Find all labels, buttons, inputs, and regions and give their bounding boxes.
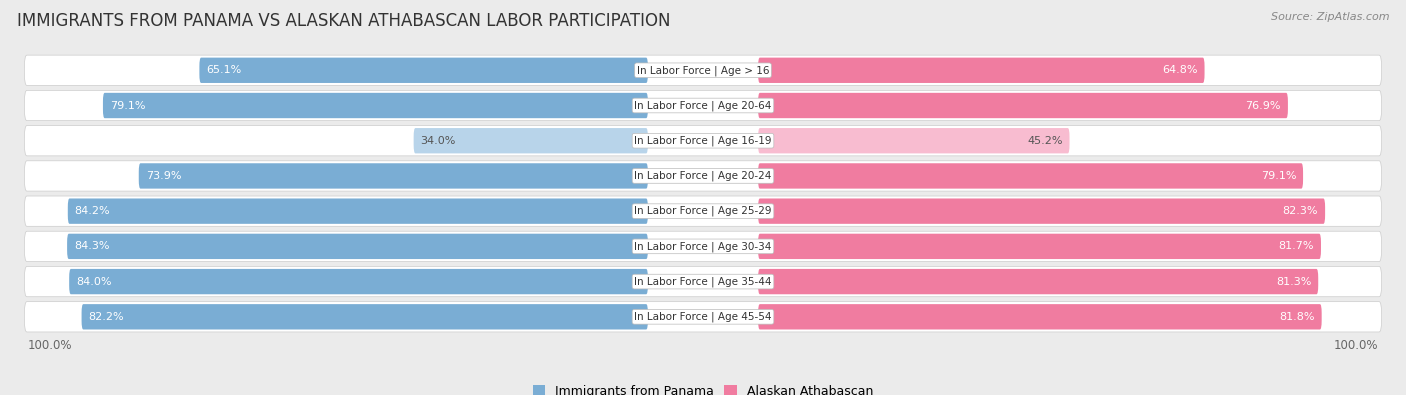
Text: In Labor Force | Age 16-19: In Labor Force | Age 16-19	[634, 135, 772, 146]
Text: 79.1%: 79.1%	[110, 100, 145, 111]
Text: 64.8%: 64.8%	[1163, 65, 1198, 75]
FancyBboxPatch shape	[758, 304, 1322, 329]
Text: 81.3%: 81.3%	[1277, 276, 1312, 287]
FancyBboxPatch shape	[103, 93, 648, 118]
FancyBboxPatch shape	[82, 304, 648, 329]
Text: 84.2%: 84.2%	[75, 206, 110, 216]
FancyBboxPatch shape	[758, 93, 1288, 118]
Text: IMMIGRANTS FROM PANAMA VS ALASKAN ATHABASCAN LABOR PARTICIPATION: IMMIGRANTS FROM PANAMA VS ALASKAN ATHABA…	[17, 12, 671, 30]
Text: 82.2%: 82.2%	[89, 312, 124, 322]
FancyBboxPatch shape	[67, 198, 648, 224]
Text: 84.3%: 84.3%	[75, 241, 110, 251]
Text: 65.1%: 65.1%	[207, 65, 242, 75]
Text: 79.1%: 79.1%	[1261, 171, 1296, 181]
Text: In Labor Force | Age 45-54: In Labor Force | Age 45-54	[634, 312, 772, 322]
FancyBboxPatch shape	[24, 231, 1382, 261]
Text: In Labor Force | Age 30-34: In Labor Force | Age 30-34	[634, 241, 772, 252]
Text: In Labor Force | Age 20-64: In Labor Force | Age 20-64	[634, 100, 772, 111]
FancyBboxPatch shape	[24, 126, 1382, 156]
FancyBboxPatch shape	[758, 234, 1322, 259]
FancyBboxPatch shape	[758, 128, 1070, 153]
Text: In Labor Force | Age 35-44: In Labor Force | Age 35-44	[634, 276, 772, 287]
FancyBboxPatch shape	[69, 269, 648, 294]
FancyBboxPatch shape	[67, 234, 648, 259]
FancyBboxPatch shape	[24, 302, 1382, 332]
FancyBboxPatch shape	[24, 196, 1382, 226]
FancyBboxPatch shape	[758, 163, 1303, 189]
FancyBboxPatch shape	[413, 128, 648, 153]
Text: 76.9%: 76.9%	[1246, 100, 1281, 111]
Text: 82.3%: 82.3%	[1282, 206, 1319, 216]
Text: 100.0%: 100.0%	[28, 339, 72, 352]
FancyBboxPatch shape	[758, 198, 1324, 224]
Text: In Labor Force | Age 20-24: In Labor Force | Age 20-24	[634, 171, 772, 181]
Text: In Labor Force | Age > 16: In Labor Force | Age > 16	[637, 65, 769, 75]
Text: In Labor Force | Age 25-29: In Labor Force | Age 25-29	[634, 206, 772, 216]
Text: 81.8%: 81.8%	[1279, 312, 1315, 322]
Text: 34.0%: 34.0%	[420, 136, 456, 146]
FancyBboxPatch shape	[200, 58, 648, 83]
Text: 84.0%: 84.0%	[76, 276, 111, 287]
FancyBboxPatch shape	[24, 90, 1382, 120]
Text: 100.0%: 100.0%	[1334, 339, 1378, 352]
FancyBboxPatch shape	[758, 269, 1319, 294]
Text: 81.7%: 81.7%	[1278, 241, 1315, 251]
FancyBboxPatch shape	[758, 58, 1205, 83]
FancyBboxPatch shape	[139, 163, 648, 189]
Text: 45.2%: 45.2%	[1028, 136, 1063, 146]
Legend: Immigrants from Panama, Alaskan Athabascan: Immigrants from Panama, Alaskan Athabasc…	[533, 385, 873, 395]
FancyBboxPatch shape	[24, 161, 1382, 191]
FancyBboxPatch shape	[24, 267, 1382, 297]
Text: Source: ZipAtlas.com: Source: ZipAtlas.com	[1271, 12, 1389, 22]
FancyBboxPatch shape	[24, 55, 1382, 85]
Text: 73.9%: 73.9%	[146, 171, 181, 181]
